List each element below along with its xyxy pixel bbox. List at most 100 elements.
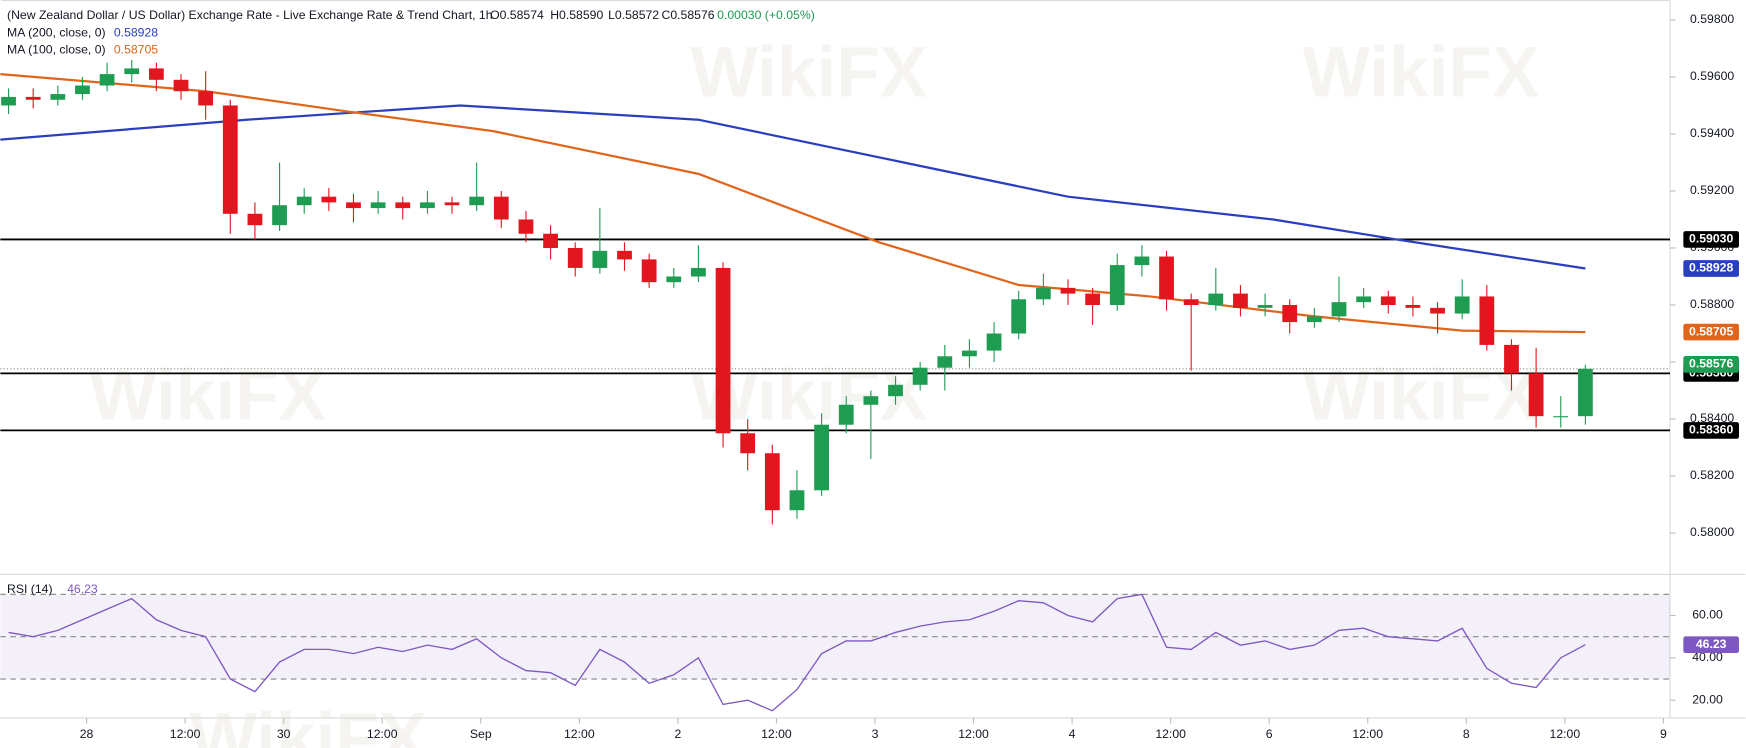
level-label: 0.58360 bbox=[1689, 423, 1733, 437]
ohlc-open: O0.58574 bbox=[490, 8, 544, 22]
candle-body bbox=[1504, 344, 1519, 374]
x-tick-label: 12:00 bbox=[1155, 727, 1186, 741]
candle-body bbox=[691, 267, 706, 277]
x-tick-label: 12:00 bbox=[958, 727, 989, 741]
candle-body bbox=[198, 91, 214, 106]
candle-body bbox=[247, 213, 263, 226]
ma-line bbox=[0, 73, 1586, 334]
x-tick-label: 4 bbox=[1069, 727, 1076, 741]
legend: (New Zealand Dollar / US Dollar) Exchang… bbox=[7, 8, 815, 596]
ma-last-label-bg bbox=[1683, 323, 1739, 341]
rsi-name: RSI (14) bbox=[7, 582, 53, 596]
candle-body bbox=[715, 267, 731, 434]
candle-body bbox=[1553, 416, 1569, 418]
candle-body bbox=[321, 196, 337, 203]
candle-body bbox=[25, 96, 41, 100]
rsi-pane bbox=[0, 593, 1670, 712]
candle-body bbox=[370, 202, 386, 209]
candle-body bbox=[888, 384, 903, 397]
x-tick-label: 30 bbox=[277, 727, 291, 741]
candle-body bbox=[567, 247, 583, 268]
candle-body bbox=[493, 196, 509, 220]
candle-body bbox=[789, 490, 805, 511]
x-tick-label: 12:00 bbox=[170, 727, 201, 741]
y-tick-label: 0.58200 bbox=[1690, 468, 1734, 482]
y-tick-label: 0.59200 bbox=[1690, 183, 1734, 197]
ma200-name: MA (200, close, 0) bbox=[7, 26, 106, 40]
x-tick-label: 12:00 bbox=[1550, 727, 1581, 741]
level-label-bg bbox=[1683, 422, 1739, 439]
ohlc-close: C0.58576 bbox=[662, 8, 715, 22]
last-price-label: 0.58576 bbox=[1689, 357, 1733, 371]
ma100-value: 0.58705 bbox=[114, 42, 158, 56]
x-tick-label: 28 bbox=[80, 727, 94, 741]
y-tick-label: 0.59400 bbox=[1690, 126, 1734, 140]
y-tick-label: 0.59800 bbox=[1690, 12, 1734, 26]
x-tick-label: 2 bbox=[674, 727, 681, 741]
candle-body bbox=[863, 396, 879, 405]
x-tick-label: 12:00 bbox=[761, 727, 792, 741]
candle-body bbox=[444, 202, 460, 206]
change: 0.00030 (+0.05%) bbox=[717, 8, 815, 22]
candle-body bbox=[1356, 296, 1372, 303]
candle-body bbox=[592, 250, 608, 268]
candle-body bbox=[617, 250, 632, 260]
candle-body bbox=[1257, 304, 1273, 308]
x-tick-label: 8 bbox=[1463, 727, 1470, 741]
chart-title: (New Zealand Dollar / US Dollar) Exchang… bbox=[7, 8, 493, 22]
top-border bbox=[1, 0, 1669, 2]
candle-body bbox=[346, 202, 361, 209]
candle-body bbox=[75, 85, 90, 95]
candle-body bbox=[395, 202, 411, 209]
candle-body bbox=[1405, 304, 1421, 308]
candle-body bbox=[272, 205, 287, 226]
candle-body bbox=[764, 453, 780, 511]
candle-body bbox=[1208, 293, 1224, 305]
candle-body bbox=[1380, 296, 1396, 305]
candle-body bbox=[1109, 265, 1125, 305]
candle-body bbox=[124, 68, 140, 75]
y-tick-label: 0.58000 bbox=[1690, 525, 1734, 539]
price-pane bbox=[0, 59, 1670, 525]
candle-body bbox=[986, 333, 1002, 351]
level-label: 0.59030 bbox=[1689, 232, 1733, 246]
candle-body bbox=[1479, 296, 1495, 345]
watermark: WikiFX bbox=[690, 34, 927, 113]
candle-body bbox=[641, 259, 657, 283]
candle-body bbox=[740, 433, 756, 454]
watermark: WikiFX bbox=[190, 699, 427, 748]
y-tick-label: 0.58800 bbox=[1690, 297, 1734, 311]
x-tick-label: 9 bbox=[1660, 727, 1667, 741]
watermark: WikiFX bbox=[1303, 357, 1540, 436]
ma-last-label-bg bbox=[1683, 260, 1739, 277]
ohlc-low: L0.58572 bbox=[608, 8, 659, 22]
x-tick-label: 12:00 bbox=[564, 727, 595, 741]
rsi-tick-label: 40.00 bbox=[1692, 650, 1723, 664]
candle-body bbox=[543, 233, 558, 248]
level-label-bg bbox=[1683, 231, 1739, 248]
candle-body bbox=[173, 79, 189, 92]
ma100-name: MA (100, close, 0) bbox=[7, 42, 106, 56]
candle-body bbox=[1454, 296, 1470, 314]
candle-body bbox=[148, 68, 164, 80]
rsi-last-label-bg bbox=[1683, 636, 1739, 654]
candle-body bbox=[1282, 304, 1298, 323]
candle-body bbox=[222, 105, 238, 214]
candle-body bbox=[937, 356, 953, 368]
watermark: WikiFX bbox=[89, 357, 326, 436]
candle-body bbox=[420, 202, 435, 209]
candle-body bbox=[50, 94, 66, 100]
candle-body bbox=[1577, 368, 1593, 417]
ma-last-label: 0.58705 bbox=[1689, 324, 1733, 338]
candle-body bbox=[1233, 293, 1248, 308]
rsi-value: 46.23 bbox=[67, 582, 98, 596]
candle-body bbox=[1159, 256, 1174, 300]
watermark: WikiFX bbox=[1303, 34, 1540, 113]
candle-body bbox=[814, 424, 829, 491]
ma200-value: 0.58928 bbox=[114, 26, 158, 40]
candle-body bbox=[1306, 316, 1322, 323]
axes: 0.598000.596000.594000.592000.590000.588… bbox=[80, 12, 1739, 741]
candle-body bbox=[1085, 293, 1101, 305]
candle-body bbox=[1035, 287, 1051, 300]
